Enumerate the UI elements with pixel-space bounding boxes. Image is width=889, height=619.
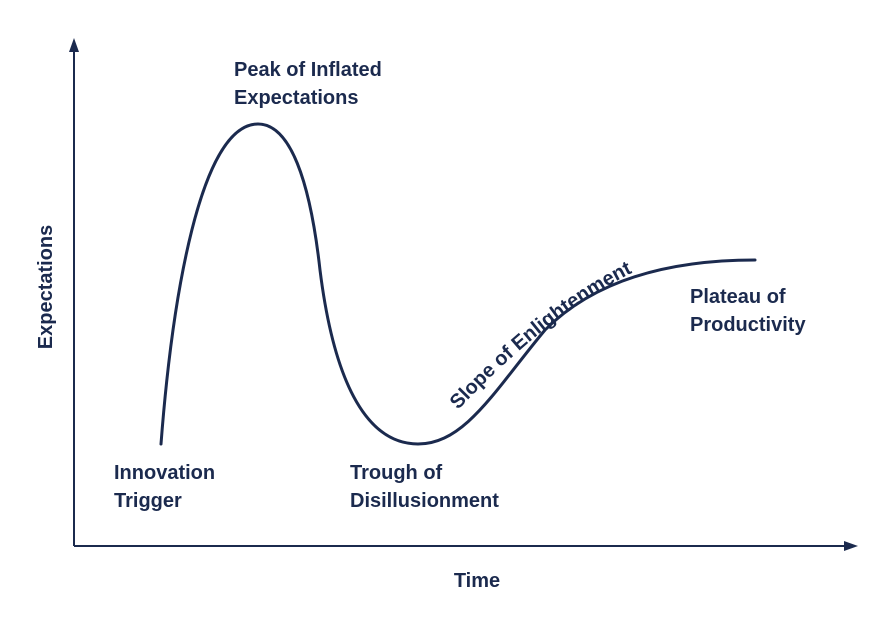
- hype-curve: [159, 122, 757, 446]
- label-innovation-trigger: Innovation Trigger: [114, 462, 221, 512]
- y-axis-arrowhead: [69, 38, 79, 52]
- x-axis-arrowhead: [844, 541, 858, 551]
- label-slope-of-enlightenment: Slope of Enlightenment: [446, 257, 636, 413]
- x-axis-title: Time: [454, 570, 500, 592]
- label-peak-of-inflated-expectations: Peak of Inflated Expectations: [234, 59, 387, 109]
- label-trough-of-disillusionment: Trough of Disillusionment: [350, 462, 499, 512]
- y-axis-title: Expectations: [35, 225, 57, 349]
- label-plateau-of-productivity: Plateau of Productivity: [690, 286, 806, 336]
